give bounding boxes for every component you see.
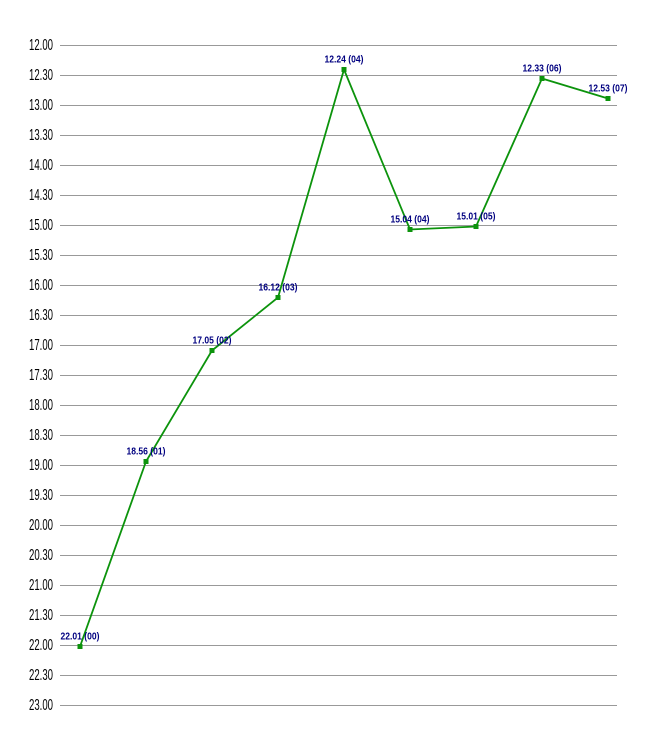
svg-text:21.00: 21.00 xyxy=(29,577,53,594)
svg-text:12.00: 12.00 xyxy=(29,37,53,54)
svg-text:20.00: 20.00 xyxy=(29,517,53,534)
svg-text:13.00: 13.00 xyxy=(29,97,53,114)
svg-text:12.33 (06): 12.33 (06) xyxy=(523,64,562,75)
svg-text:20.30: 20.30 xyxy=(29,547,53,564)
svg-text:14.00: 14.00 xyxy=(29,157,53,174)
svg-text:15.30: 15.30 xyxy=(29,247,53,264)
svg-text:12.30: 12.30 xyxy=(29,67,53,84)
svg-text:19.30: 19.30 xyxy=(29,487,53,504)
svg-text:23.00: 23.00 xyxy=(29,697,53,714)
svg-text:17.00: 17.00 xyxy=(29,337,53,354)
svg-text:22.00: 22.00 xyxy=(29,637,53,654)
svg-text:15.01 (05): 15.01 (05) xyxy=(457,212,496,223)
svg-text:15.04 (04): 15.04 (04) xyxy=(391,215,430,226)
svg-text:13.30: 13.30 xyxy=(29,127,53,144)
svg-text:22.30: 22.30 xyxy=(29,667,53,684)
svg-text:16.00: 16.00 xyxy=(29,277,53,294)
svg-text:18.00: 18.00 xyxy=(29,397,53,414)
svg-text:22.01 (00): 22.01 (00) xyxy=(61,632,100,643)
svg-text:17.05 (02): 17.05 (02) xyxy=(193,336,232,347)
svg-text:12.24 (04): 12.24 (04) xyxy=(325,55,364,66)
svg-text:14.30: 14.30 xyxy=(29,187,53,204)
svg-text:16.30: 16.30 xyxy=(29,307,53,324)
svg-text:19.00: 19.00 xyxy=(29,457,53,474)
svg-text:18.56 (01): 18.56 (01) xyxy=(127,447,166,458)
svg-text:17.30: 17.30 xyxy=(29,367,53,384)
svg-text:15.00: 15.00 xyxy=(29,217,53,234)
svg-text:21.30: 21.30 xyxy=(29,607,53,624)
svg-text:16.12 (03): 16.12 (03) xyxy=(259,283,298,294)
svg-text:18.30: 18.30 xyxy=(29,427,53,444)
svg-text:12.53 (07): 12.53 (07) xyxy=(589,84,628,95)
